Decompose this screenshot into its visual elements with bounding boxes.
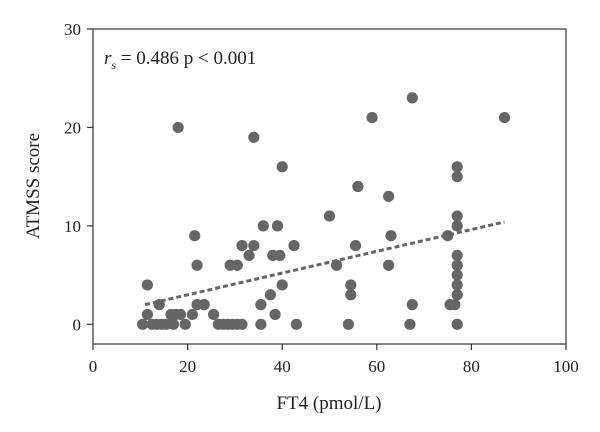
data-point: [172, 121, 184, 134]
data-point: [167, 318, 180, 330]
x-tick-label: 20: [179, 357, 196, 376]
data-point: [288, 239, 300, 252]
data-point: [383, 190, 395, 202]
y-tick-label: 30: [64, 20, 81, 39]
plot-frame: [92, 28, 567, 345]
data-point: [345, 289, 357, 301]
data-point: [255, 318, 267, 330]
data-point: [264, 289, 276, 301]
x-tick-label: 60: [368, 357, 385, 376]
data-point: [191, 259, 203, 271]
x-tick-label: 0: [89, 357, 98, 376]
data-point: [198, 299, 210, 311]
data-point: [257, 220, 269, 232]
data-point: [290, 318, 302, 330]
points-group: [137, 92, 511, 330]
data-point: [248, 239, 260, 252]
data-point: [451, 220, 463, 232]
data-point: [449, 299, 461, 311]
axes: 0 20 40 60 80 100 0 10 20 30: [64, 20, 579, 376]
r-subscript: s: [111, 58, 116, 72]
data-point: [276, 161, 288, 173]
data-point: [451, 289, 463, 301]
y-tick-label: 0: [73, 315, 82, 334]
data-point: [345, 279, 357, 291]
y-tick-label: 10: [64, 217, 81, 236]
r-symbol: r: [104, 48, 112, 69]
data-point: [342, 318, 355, 330]
data-point: [451, 259, 463, 271]
data-point: [137, 318, 149, 330]
data-point: [404, 318, 416, 330]
data-point: [243, 249, 255, 262]
data-point: [442, 230, 454, 242]
data-point: [141, 308, 153, 321]
data-point: [451, 318, 463, 330]
data-point: [231, 259, 243, 271]
data-point: [451, 171, 463, 183]
data-point: [236, 239, 248, 252]
data-point: [451, 161, 463, 173]
data-point: [269, 308, 281, 321]
data-point: [153, 299, 165, 311]
data-point: [349, 239, 362, 252]
data-point: [451, 269, 463, 281]
y-tick-label: 20: [64, 118, 81, 137]
data-point: [236, 318, 248, 330]
data-point: [189, 230, 201, 242]
data-point: [255, 299, 267, 311]
x-tick-label: 40: [274, 357, 291, 376]
data-point: [179, 318, 191, 330]
data-point: [383, 259, 395, 271]
data-point: [186, 308, 198, 321]
data-point: [276, 279, 288, 291]
data-point: [451, 210, 463, 222]
x-axis-label: FT4 (pmol/L): [276, 393, 381, 414]
data-point: [248, 131, 260, 143]
correlation-annotation: rs = 0.486 p < 0.001: [104, 48, 256, 72]
data-point: [406, 299, 418, 311]
annotation-text: = 0.486 p < 0.001: [116, 48, 256, 69]
data-point: [451, 279, 463, 291]
data-point: [451, 249, 463, 262]
data-point: [385, 230, 397, 242]
data-point: [274, 249, 286, 262]
data-point: [498, 111, 511, 124]
x-tick-label: 100: [553, 357, 579, 376]
y-axis-label: ATMSS score: [23, 133, 44, 239]
data-point: [406, 92, 418, 104]
data-point: [271, 220, 284, 232]
data-point: [208, 308, 220, 321]
data-point: [174, 308, 187, 321]
data-point: [352, 180, 364, 193]
data-point: [141, 279, 153, 291]
data-point: [330, 259, 343, 271]
data-point: [366, 111, 378, 124]
data-point: [323, 210, 336, 222]
x-tick-label: 80: [463, 357, 480, 376]
